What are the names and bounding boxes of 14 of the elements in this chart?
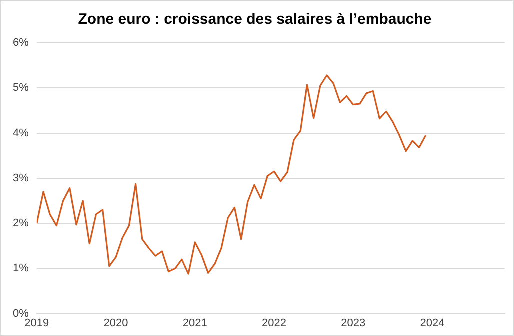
y-tick-label: 5% bbox=[12, 82, 30, 94]
x-tick-label: 2021 bbox=[182, 317, 208, 330]
x-tick-label: 2022 bbox=[262, 317, 286, 330]
x-tick-label: 2023 bbox=[341, 317, 366, 330]
x-tick-label: 2024 bbox=[420, 317, 445, 330]
x-tick-label: 2019 bbox=[24, 317, 50, 330]
y-tick-label: 0% bbox=[12, 308, 30, 320]
x-tick-label: 2020 bbox=[104, 317, 128, 330]
y-tick-label: 4% bbox=[12, 127, 30, 140]
y-tick-label: 2% bbox=[12, 218, 30, 230]
y-tick-label: 1% bbox=[12, 262, 30, 275]
y-tick-label: 3% bbox=[12, 172, 30, 184]
y-tick-label: 6% bbox=[12, 37, 30, 50]
chart-title: Zone euro : croissance des salaires à l’embauche bbox=[78, 11, 432, 28]
